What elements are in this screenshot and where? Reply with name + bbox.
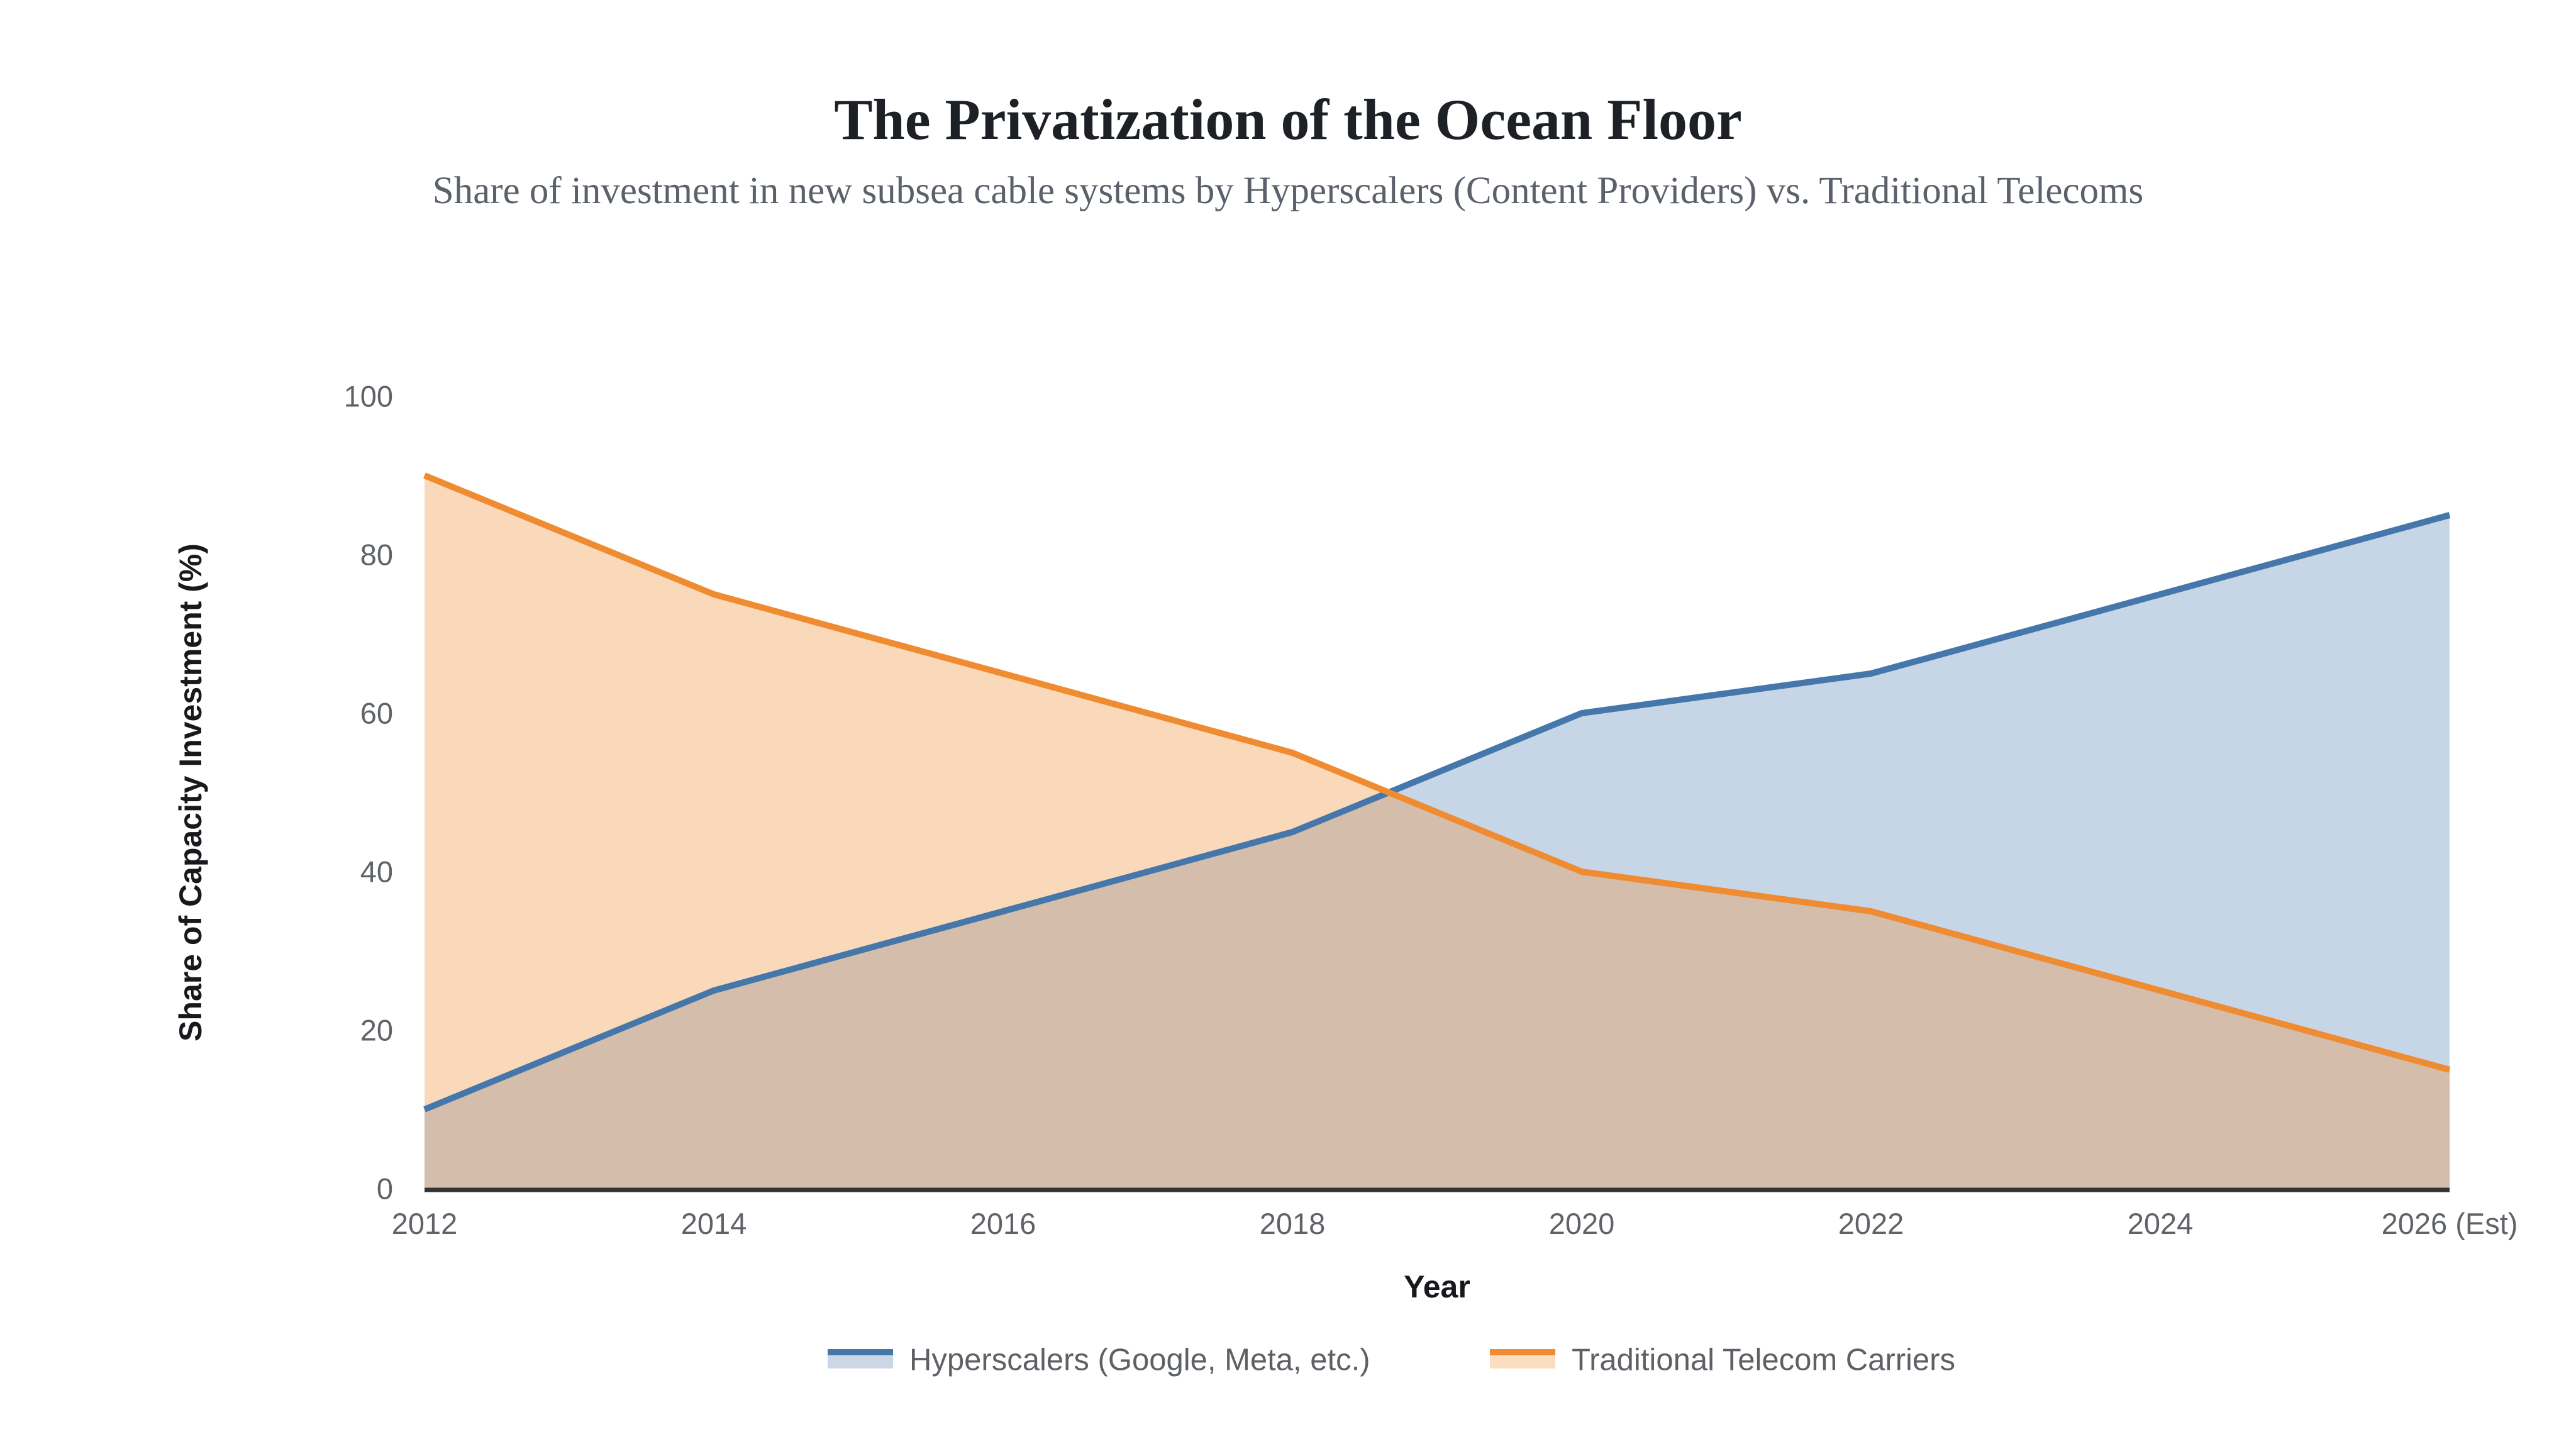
y-tick-label-100: 100 bbox=[344, 380, 393, 413]
x-tick-label-7: 2026 (Est) bbox=[2382, 1207, 2518, 1240]
y-tick-label-80: 80 bbox=[360, 538, 393, 572]
y-tick-label-40: 40 bbox=[360, 855, 393, 889]
x-tick-label-0: 2012 bbox=[392, 1207, 458, 1240]
legend-swatch-line-1[interactable] bbox=[1490, 1349, 1555, 1355]
y-tick-label-60: 60 bbox=[360, 697, 393, 730]
series-line-0 bbox=[423, 512, 2451, 1113]
x-tick-label-2: 2016 bbox=[970, 1207, 1036, 1240]
legend-swatch-fill-1[interactable] bbox=[1490, 1355, 1555, 1368]
x-tick-label-3: 2018 bbox=[1260, 1207, 1326, 1240]
y-tick-label-0: 0 bbox=[377, 1172, 393, 1206]
y-axis-title: Share of Capacity Investment (%) bbox=[173, 543, 208, 1041]
legend-label-0[interactable]: Hyperscalers (Google, Meta, etc.) bbox=[909, 1343, 1370, 1377]
x-tick-label-5: 2022 bbox=[1838, 1207, 1904, 1240]
x-axis-title: Year bbox=[1404, 1269, 1470, 1304]
chart-title: The Privatization of the Ocean Floor bbox=[834, 87, 1742, 152]
series-area-0 bbox=[425, 515, 2450, 1189]
chart-header: The Privatization of the Ocean Floor Sha… bbox=[0, 0, 2576, 213]
y-tick-label-20: 20 bbox=[360, 1014, 393, 1047]
x-tick-label-1: 2014 bbox=[681, 1207, 747, 1240]
legend-swatch-fill-0[interactable] bbox=[828, 1355, 893, 1368]
series-line-1 bbox=[423, 472, 2451, 1073]
x-tick-label-4: 2020 bbox=[1549, 1207, 1615, 1240]
legend-label-1[interactable]: Traditional Telecom Carriers bbox=[1572, 1343, 1955, 1377]
chart-subtitle: Share of investment in new subsea cable … bbox=[432, 170, 2144, 213]
x-tick-label-6: 2024 bbox=[2128, 1207, 2194, 1240]
legend-swatch-line-0[interactable] bbox=[828, 1349, 893, 1355]
